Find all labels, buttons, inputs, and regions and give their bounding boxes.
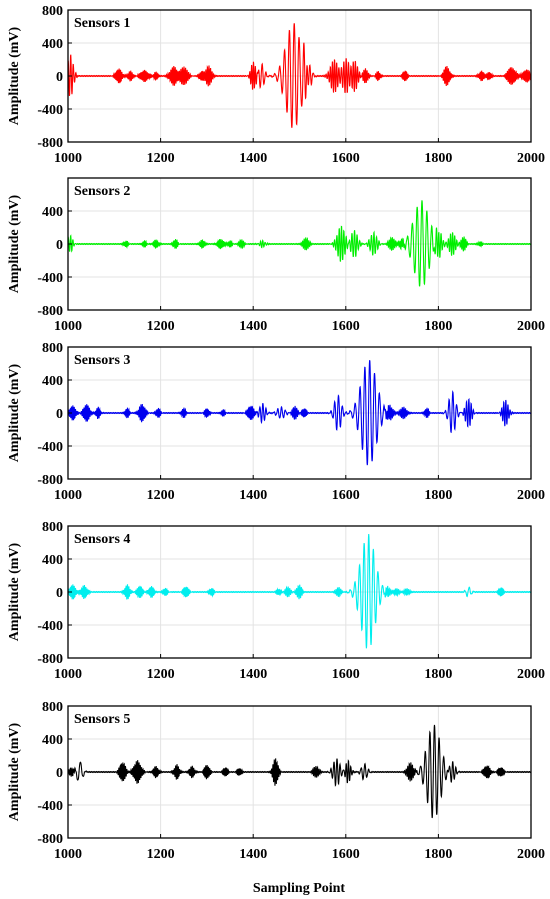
x-tick-label: 2000 xyxy=(517,488,545,503)
panel-title: Sensors 3 xyxy=(74,353,130,368)
panel-title: Sensors 1 xyxy=(74,16,130,31)
x-tick-label: 1800 xyxy=(424,667,452,682)
x-tick-label: 1400 xyxy=(239,488,267,503)
x-tick-label: 1400 xyxy=(239,319,267,334)
panel-title: Sensors 5 xyxy=(74,712,130,727)
x-tick-label: 2000 xyxy=(517,667,545,682)
y-tick-label: 400 xyxy=(42,374,63,389)
y-tick-label: 800 xyxy=(42,4,63,19)
series-line xyxy=(67,724,532,819)
y-axis-label: Amplitude (mV) xyxy=(7,363,22,462)
series-line xyxy=(67,23,532,128)
y-tick-label: 0 xyxy=(56,70,63,85)
x-tick-label: 1200 xyxy=(147,667,175,682)
x-tick-label: 1200 xyxy=(147,847,175,862)
x-tick-label: 2000 xyxy=(517,319,545,334)
x-tick-label: 1800 xyxy=(424,319,452,334)
y-tick-label: -400 xyxy=(37,440,63,455)
y-axis-label: Amplitude (mV) xyxy=(7,194,22,293)
x-tick-label: 1400 xyxy=(239,667,267,682)
y-tick-label: 0 xyxy=(56,238,63,253)
y-tick-label: 400 xyxy=(42,733,63,748)
y-axis-label: Amplitude (mV) xyxy=(7,26,22,125)
x-axis-label: Sampling Point xyxy=(253,881,346,896)
y-tick-label: -800 xyxy=(37,304,63,319)
x-tick-label: 1600 xyxy=(332,488,360,503)
y-tick-label: -800 xyxy=(37,136,63,151)
y-tick-label: 0 xyxy=(56,407,63,422)
y-tick-label: 400 xyxy=(42,553,63,568)
x-tick-label: 1400 xyxy=(239,151,267,166)
y-tick-label: 800 xyxy=(42,520,63,535)
x-tick-label: 1600 xyxy=(332,667,360,682)
x-tick-label: 1800 xyxy=(424,151,452,166)
x-tick-label: 1200 xyxy=(147,488,175,503)
x-tick-label: 1600 xyxy=(332,847,360,862)
x-tick-label: 1200 xyxy=(147,319,175,334)
x-tick-label: 1000 xyxy=(54,667,82,682)
x-tick-label: 2000 xyxy=(517,151,545,166)
y-axis-label: Amplitude (mV) xyxy=(7,542,22,641)
x-tick-label: 1000 xyxy=(54,488,82,503)
y-tick-label: 800 xyxy=(42,341,63,356)
x-tick-label: 1800 xyxy=(424,847,452,862)
series-line xyxy=(67,360,532,466)
y-tick-label: -400 xyxy=(37,103,63,118)
x-tick-label: 1000 xyxy=(54,151,82,166)
x-tick-label: 1000 xyxy=(54,847,82,862)
x-tick-label: 1200 xyxy=(147,151,175,166)
x-tick-label: 1000 xyxy=(54,319,82,334)
y-tick-label: -800 xyxy=(37,832,63,847)
y-tick-label: -800 xyxy=(37,473,63,488)
y-tick-label: 400 xyxy=(42,205,63,220)
x-tick-label: 1600 xyxy=(332,151,360,166)
y-tick-label: -400 xyxy=(37,271,63,286)
x-tick-label: 1800 xyxy=(424,488,452,503)
y-tick-label: -800 xyxy=(37,652,63,667)
y-tick-label: 800 xyxy=(42,700,63,715)
y-tick-label: 0 xyxy=(56,586,63,601)
x-tick-label: 2000 xyxy=(517,847,545,862)
x-tick-label: 1600 xyxy=(332,319,360,334)
y-tick-label: 400 xyxy=(42,37,63,52)
series-line xyxy=(67,200,532,287)
y-tick-label: -400 xyxy=(37,799,63,814)
y-tick-label: -400 xyxy=(37,619,63,634)
y-tick-label: 0 xyxy=(56,766,63,781)
x-tick-label: 1400 xyxy=(239,847,267,862)
y-axis-label: Amplitude (mV) xyxy=(7,722,22,821)
panel-title: Sensors 4 xyxy=(74,532,130,547)
series-line xyxy=(67,534,532,649)
panel-title: Sensors 2 xyxy=(74,184,130,199)
